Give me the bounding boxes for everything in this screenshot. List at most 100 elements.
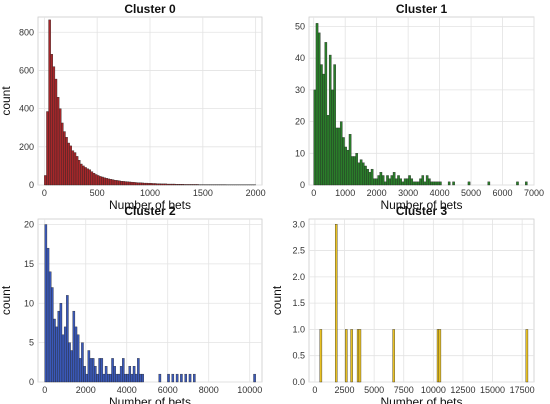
bar — [137, 182, 140, 186]
bar — [187, 184, 191, 186]
bars — [44, 224, 256, 383]
y-tick-label: 1.0 — [292, 324, 305, 334]
bar — [132, 182, 136, 186]
bar — [406, 178, 409, 186]
chart-title: Cluster 3 — [396, 204, 448, 218]
x-axis-label: Number of bets — [380, 395, 462, 404]
bar — [432, 181, 436, 186]
bars — [319, 224, 529, 383]
bar — [91, 358, 95, 383]
bar — [80, 163, 83, 186]
bar — [355, 153, 358, 186]
bar — [399, 178, 403, 186]
panel-2: 0 5 10 15 20 0 2000 4000 6000 8000 10000 Cluster 2 N… — [0, 204, 263, 404]
bar — [87, 350, 91, 383]
bars — [313, 23, 528, 186]
bar — [54, 78, 58, 186]
chart-title: Cluster 1 — [396, 2, 448, 16]
bar — [168, 183, 172, 186]
bar — [104, 366, 108, 383]
bar — [358, 329, 362, 383]
bar — [71, 150, 75, 186]
bar — [139, 182, 142, 186]
chart-title: Cluster 0 — [124, 2, 176, 16]
x-tick-label: 1500 — [193, 188, 213, 198]
bar — [59, 303, 63, 383]
bar — [379, 172, 383, 186]
x-tick-label: 6000 — [158, 385, 178, 395]
bar — [107, 373, 110, 383]
bar — [253, 373, 256, 383]
bar — [96, 373, 99, 383]
bar — [46, 111, 49, 186]
panel-0: 0 200 400 600 800 0 500 1000 1500 2000 Cluster 0 Nu… — [0, 2, 266, 212]
bar — [118, 180, 121, 186]
bar — [324, 42, 328, 186]
x-tick-label: 0 — [311, 188, 316, 198]
bar — [113, 180, 117, 186]
bar — [439, 181, 442, 186]
bar — [90, 171, 94, 186]
bar — [63, 326, 67, 383]
bar — [63, 131, 66, 186]
x-tick-label: 17500 — [510, 385, 535, 395]
y-tick-label: 5 — [29, 338, 34, 348]
bar — [164, 183, 168, 186]
bar — [313, 89, 317, 186]
y-tick-label: 600 — [19, 65, 34, 75]
bar — [194, 184, 197, 186]
bar — [82, 165, 85, 186]
x-tick-label: 1000 — [335, 188, 355, 198]
x-tick-label: 4000 — [430, 188, 450, 198]
bar — [94, 174, 98, 186]
bar — [88, 169, 92, 186]
bar — [193, 373, 196, 383]
bar — [414, 181, 418, 186]
bar — [120, 181, 123, 186]
bar — [359, 159, 363, 186]
bar — [337, 127, 341, 186]
bar — [89, 358, 93, 383]
y-tick-label: 2.0 — [292, 272, 305, 282]
y-tick-label: 800 — [19, 27, 34, 37]
bar — [76, 334, 80, 383]
bar — [397, 175, 400, 186]
bar — [438, 329, 442, 383]
y-tick-label: 15 — [24, 259, 34, 269]
y-tick-label: 50 — [295, 22, 305, 32]
bar — [81, 342, 84, 383]
bar — [366, 168, 369, 186]
bar — [403, 178, 407, 186]
bar — [392, 329, 395, 383]
x-axis-label: Number of bets — [109, 198, 191, 212]
bar — [317, 32, 321, 186]
bar — [339, 121, 343, 186]
bar — [525, 329, 529, 383]
x-tick-label: 7500 — [394, 385, 414, 395]
bar — [122, 358, 125, 383]
bar — [345, 329, 348, 383]
bar — [170, 183, 174, 186]
bar — [344, 146, 347, 186]
x-tick-label: 2500 — [335, 385, 355, 395]
bar — [134, 373, 138, 383]
bar — [428, 178, 431, 186]
bar — [113, 366, 116, 383]
x-tick-label: 0 — [42, 188, 47, 198]
y-tick-label: 10 — [24, 298, 34, 308]
bar — [111, 179, 115, 186]
bar — [53, 318, 56, 383]
bar — [326, 115, 330, 186]
bar — [331, 89, 334, 186]
x-tick-label: 5000 — [364, 385, 384, 395]
plot-area — [308, 218, 535, 383]
bar — [436, 181, 440, 186]
bar — [173, 183, 176, 186]
x-tick-label: 500 — [90, 188, 105, 198]
chart-title: Cluster 2 — [124, 204, 176, 218]
x-tick-label: 2000 — [367, 188, 387, 198]
bar — [124, 181, 127, 186]
bar — [69, 145, 72, 186]
y-tick-label: 0 — [29, 377, 34, 387]
